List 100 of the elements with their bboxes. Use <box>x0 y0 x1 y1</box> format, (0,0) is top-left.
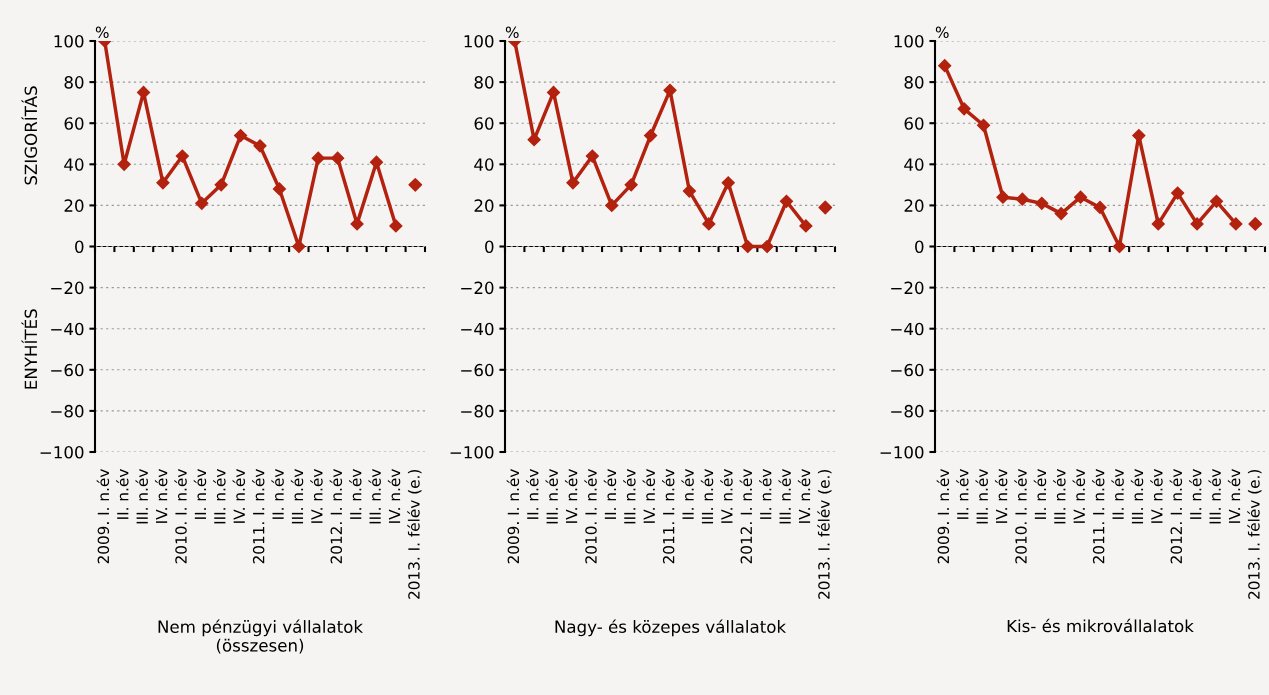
y-tick-label: 100 <box>54 34 84 48</box>
y-tick-label: −80 <box>891 404 924 418</box>
x-tick-label: III. n.év <box>778 469 791 524</box>
x-tick-label: IV. n.év <box>994 469 1008 523</box>
point <box>1171 186 1185 200</box>
y-tick-label: 80 <box>474 76 494 89</box>
point <box>938 59 952 73</box>
y-tick-label: 40 <box>474 158 494 171</box>
point <box>156 176 170 190</box>
x-tick-label: III. n.év <box>700 469 714 524</box>
y-tick-label: −100 <box>40 445 84 459</box>
x-tick-label: 2011. I. n.év <box>1092 469 1105 564</box>
x-tick-label: 2009. I. n.év <box>506 469 520 564</box>
point <box>369 155 384 169</box>
y-tick-label: −40 <box>891 322 924 336</box>
point <box>624 178 638 192</box>
point <box>1073 190 1088 204</box>
x-tick-label: 2013. I. félév (e.) <box>1247 469 1262 599</box>
y-tick-label: −40 <box>51 322 84 336</box>
x-tick-label: II. n.év <box>271 469 284 519</box>
point <box>117 157 131 171</box>
x-tick-label: IV. n.év <box>387 469 401 523</box>
point <box>292 239 306 254</box>
point <box>1209 194 1224 208</box>
y-tick-label: −60 <box>891 363 924 377</box>
point <box>350 217 364 231</box>
point <box>702 217 716 231</box>
x-tick-label: II. n.év <box>956 469 969 519</box>
x-axis-title: Nem pénzügyi vállalatok (összesen) <box>158 619 364 654</box>
point <box>996 190 1010 204</box>
y-tick-label: 0 <box>485 240 494 254</box>
x-tick-label: 2010. I. n.év <box>174 469 187 564</box>
x-tick-label: III. n.év <box>975 469 988 524</box>
y-tick-label: 80 <box>64 76 84 89</box>
x-tick-label: IV. n.év <box>1072 469 1086 523</box>
point <box>585 149 599 163</box>
point <box>175 149 189 163</box>
point <box>957 102 971 116</box>
x-tick-label: IV. n.év <box>1150 469 1163 523</box>
x-tick-label: III. n.év <box>545 469 558 524</box>
x-tick-label: III. n.év <box>135 469 148 524</box>
x-tick-label: II. n.év <box>193 469 207 519</box>
y-tick-label: 40 <box>904 158 924 171</box>
x-tick-label: 2009. I. n.év <box>96 469 110 564</box>
y-tick-label: −20 <box>891 281 924 295</box>
y-tick-label: −80 <box>461 404 494 418</box>
point <box>214 178 228 192</box>
x-tick-label: 2013. I. félév (e.) <box>817 469 832 599</box>
point <box>546 85 561 99</box>
x-tick-label: IV. n.év <box>1227 469 1241 523</box>
y-tick-label: −60 <box>51 363 84 377</box>
x-tick-label: 2012. I. n.év <box>739 469 753 564</box>
x-tick-label: 2012. I. n.év <box>329 469 343 564</box>
point <box>389 219 403 233</box>
x-tick-label: 2011. I. n.év <box>252 469 265 564</box>
y-tick-label: 20 <box>474 199 494 212</box>
x-tick-label: IV. n.év <box>720 469 733 523</box>
y-tick-label: 0 <box>915 240 924 254</box>
point <box>1093 200 1107 215</box>
x-tick-label: III. n.év <box>213 469 226 524</box>
point <box>760 239 774 254</box>
point <box>234 128 248 143</box>
x-tick-label: 2013. I. félév (e.) <box>407 469 422 599</box>
y-tick-label: −40 <box>461 322 494 336</box>
point <box>311 151 325 165</box>
y-tick-label: 20 <box>64 199 84 212</box>
x-tick-label: II. n.év <box>349 469 362 519</box>
point <box>799 219 813 233</box>
y-tick-label: 60 <box>474 117 494 130</box>
y-axis-title: % <box>505 26 519 39</box>
x-tick-label: III. n.év <box>290 469 304 524</box>
y-tick-label: 100 <box>464 34 494 48</box>
x-axis-title: Nagy- és közepes vállalatok <box>555 619 787 637</box>
text: ENYHÍTÉS <box>21 309 38 389</box>
x-tick-label: IV. n.év <box>310 469 323 523</box>
x-tick-label: II. n.év <box>603 469 617 519</box>
point <box>1015 192 1029 206</box>
x-tick-label: IV. n.év <box>232 469 246 523</box>
point <box>408 177 423 192</box>
x-tick-label: 2010. I. n.év <box>1014 469 1027 564</box>
text: SZIGORÍTÁS <box>21 86 38 185</box>
point <box>566 176 580 190</box>
y-tick-label: 60 <box>904 117 924 130</box>
y-axis-title: % <box>95 26 109 39</box>
x-tick-label: II. n.év <box>116 469 129 519</box>
point <box>741 239 755 254</box>
x-tick-label: II. n.év <box>526 469 539 519</box>
point <box>1190 217 1204 231</box>
point <box>253 139 267 153</box>
x-tick-label: III. n.év <box>368 469 381 524</box>
point <box>195 196 209 210</box>
y-tick-label: −20 <box>51 281 84 295</box>
x-tick-label: II. n.év <box>681 469 694 519</box>
x-tick-label: III. n.év <box>623 469 636 524</box>
x-tick-label: IV. n.év <box>154 469 168 523</box>
y-tick-label: −100 <box>880 445 924 459</box>
y-tick-label: 60 <box>64 117 84 130</box>
y-tick-label: 20 <box>904 199 924 212</box>
x-tick-label: II. n.év <box>1189 469 1202 519</box>
y-tick-label: −60 <box>461 363 494 377</box>
